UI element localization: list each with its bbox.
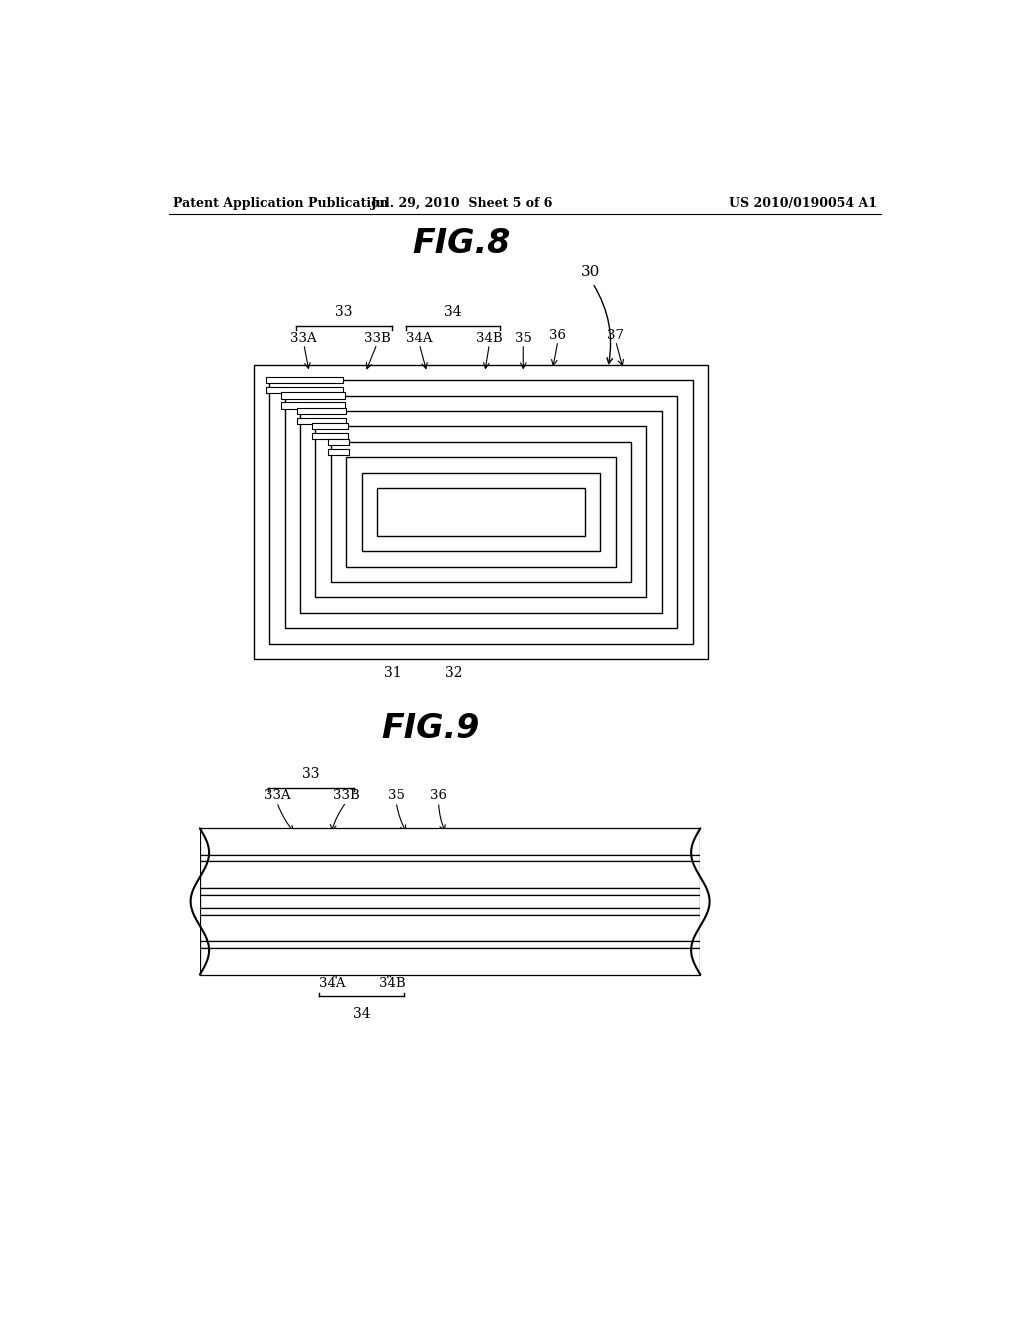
- Bar: [200, 862, 700, 888]
- Bar: [264, 376, 697, 648]
- Bar: [266, 387, 343, 393]
- Bar: [300, 411, 662, 612]
- Bar: [200, 948, 700, 974]
- Text: 33A: 33A: [291, 333, 317, 345]
- Bar: [254, 364, 708, 659]
- Bar: [312, 424, 348, 429]
- Bar: [200, 895, 700, 908]
- Text: 34A: 34A: [319, 977, 345, 990]
- Bar: [280, 391, 682, 632]
- Text: 34: 34: [444, 305, 462, 318]
- Bar: [200, 941, 700, 948]
- Text: 36: 36: [430, 789, 447, 803]
- Bar: [388, 499, 574, 525]
- Bar: [326, 437, 636, 586]
- Bar: [200, 908, 700, 915]
- Text: 31: 31: [384, 665, 401, 680]
- Bar: [357, 469, 605, 556]
- Bar: [346, 457, 615, 566]
- Bar: [200, 829, 700, 855]
- Bar: [266, 378, 343, 383]
- Bar: [377, 488, 585, 536]
- Text: US 2010/0190054 A1: US 2010/0190054 A1: [729, 197, 878, 210]
- Text: Patent Application Publication: Patent Application Publication: [173, 197, 388, 210]
- Text: 35: 35: [515, 333, 531, 345]
- Bar: [297, 418, 346, 424]
- Bar: [700, 829, 716, 974]
- Bar: [361, 473, 600, 552]
- Bar: [328, 449, 349, 455]
- Text: FIG.9: FIG.9: [382, 711, 480, 744]
- Bar: [282, 392, 345, 399]
- Text: 32: 32: [445, 665, 463, 680]
- Text: FIG.8: FIG.8: [413, 227, 511, 260]
- Bar: [310, 422, 651, 602]
- Bar: [282, 403, 345, 409]
- Text: Jul. 29, 2010  Sheet 5 of 6: Jul. 29, 2010 Sheet 5 of 6: [371, 197, 553, 210]
- Bar: [328, 438, 349, 445]
- Bar: [285, 396, 677, 628]
- Bar: [331, 442, 631, 582]
- Bar: [312, 433, 348, 440]
- Text: 33: 33: [336, 305, 353, 318]
- Bar: [297, 408, 346, 414]
- Text: 35: 35: [388, 789, 404, 803]
- Text: 34: 34: [352, 1007, 371, 1020]
- Text: 34B: 34B: [476, 333, 503, 345]
- Text: 33A: 33A: [263, 789, 290, 803]
- Text: 30: 30: [582, 265, 601, 280]
- Bar: [295, 407, 667, 618]
- Text: 33: 33: [302, 767, 319, 780]
- Bar: [373, 483, 590, 540]
- Text: 34A: 34A: [407, 333, 432, 345]
- Text: 33B: 33B: [333, 789, 359, 803]
- Bar: [315, 426, 646, 597]
- Bar: [200, 915, 700, 941]
- Bar: [184, 829, 200, 974]
- Bar: [200, 888, 700, 895]
- Text: 36: 36: [550, 329, 566, 342]
- Text: 37: 37: [607, 329, 625, 342]
- Bar: [269, 380, 692, 644]
- Bar: [342, 453, 621, 572]
- Bar: [200, 855, 700, 862]
- Text: 33B: 33B: [364, 333, 390, 345]
- Text: 34B: 34B: [379, 977, 406, 990]
